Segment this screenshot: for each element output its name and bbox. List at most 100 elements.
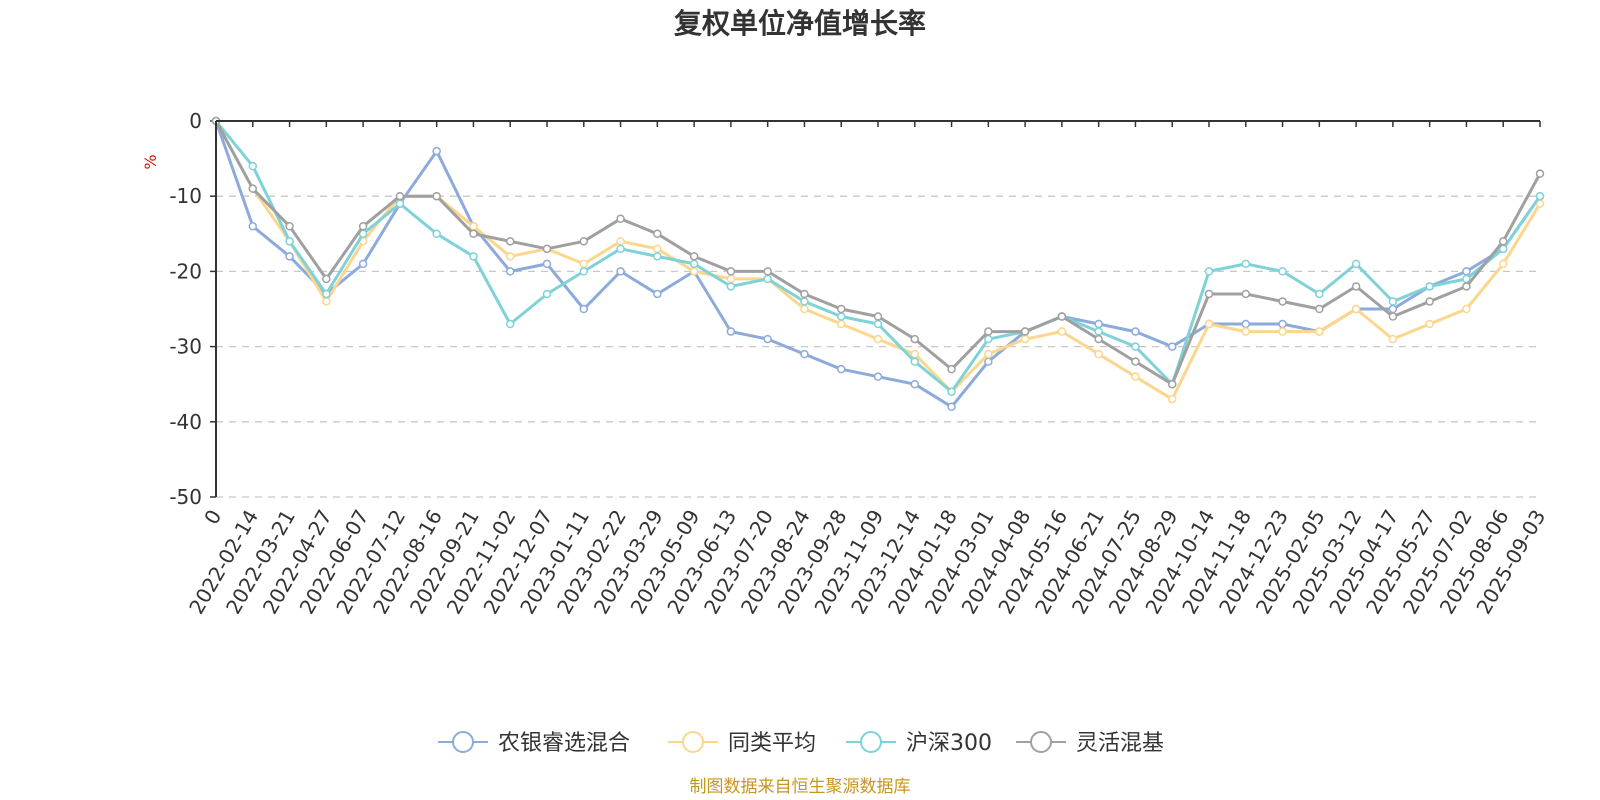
series-2-point xyxy=(1498,259,1508,269)
series-line-2 xyxy=(214,119,1542,401)
series-2-point xyxy=(1425,319,1434,329)
series-4-point xyxy=(947,364,956,374)
series-1-point xyxy=(616,267,625,276)
series-3-point xyxy=(1351,259,1361,269)
series-4-point xyxy=(763,267,772,276)
series-2-point xyxy=(1204,319,1214,329)
series-2-point xyxy=(653,244,662,254)
series-2-point xyxy=(505,252,515,261)
series-2-point xyxy=(1462,304,1471,314)
series-1-point xyxy=(1462,267,1471,276)
series-4-point xyxy=(984,327,993,336)
series-4-point xyxy=(322,274,331,284)
series-3-point xyxy=(836,312,846,321)
series-4-point xyxy=(873,312,883,321)
series-1-point xyxy=(653,289,662,299)
legend-label-2: 同类平均 xyxy=(728,731,816,756)
series-3-point xyxy=(1204,267,1214,276)
series-line-4 xyxy=(214,119,1542,386)
series-3-point xyxy=(432,229,441,239)
series-4-point xyxy=(1131,357,1140,366)
series-4-point xyxy=(1425,297,1434,306)
series-4-point xyxy=(395,191,405,201)
series-1-point xyxy=(836,364,846,374)
series-4-point xyxy=(1498,237,1508,246)
series-3-point xyxy=(800,297,809,306)
series-4-point xyxy=(1094,334,1103,344)
series-3-point xyxy=(984,334,993,344)
series-2-point xyxy=(1278,327,1287,336)
series-3-point xyxy=(653,252,662,261)
series-1-point xyxy=(1278,319,1287,329)
series-3-point xyxy=(1278,267,1287,276)
series-2-point xyxy=(726,274,736,284)
series-1-point xyxy=(1167,342,1177,351)
series-4-point xyxy=(432,191,441,201)
series-4-point xyxy=(1167,379,1177,389)
series-1-point xyxy=(285,252,294,261)
series-4-point xyxy=(285,222,294,231)
series-1-point xyxy=(984,357,993,366)
series-2-point xyxy=(1241,327,1251,336)
chart-title: 复权单位净值增长率 xyxy=(674,7,926,40)
series-2-point xyxy=(1131,372,1140,381)
series-2-point xyxy=(616,237,625,246)
series-4-point xyxy=(1535,169,1545,178)
legend-marker-3 xyxy=(860,731,882,753)
series-4-point xyxy=(542,244,552,254)
series-3-point xyxy=(689,259,699,269)
series-3-point xyxy=(1094,327,1103,336)
series-4-point xyxy=(505,237,515,246)
series-2-point xyxy=(1315,327,1324,336)
series-3-point xyxy=(285,237,294,246)
series-4-point xyxy=(616,214,625,224)
series-2-point xyxy=(984,349,993,359)
series-2-point xyxy=(469,222,478,231)
series-4-point xyxy=(1278,297,1287,306)
series-1-point xyxy=(800,349,809,359)
series-1-point xyxy=(763,334,772,344)
series-4-point xyxy=(836,304,846,314)
legend-label-1: 农银睿选混合 xyxy=(498,731,630,756)
series-1-point xyxy=(910,379,920,389)
series-line-1 xyxy=(214,119,1542,409)
series-4-point xyxy=(726,267,736,276)
series-1-point xyxy=(248,222,258,231)
series-3-point xyxy=(1131,342,1140,351)
series-3-point xyxy=(910,357,920,366)
series-2-point xyxy=(1057,327,1067,336)
series-3-point xyxy=(1425,282,1434,291)
series-line-3 xyxy=(214,119,1542,394)
series-3-point xyxy=(1315,289,1324,299)
series-2-point xyxy=(800,304,809,314)
legend-label-3: 沪深300 xyxy=(906,731,992,756)
series-3-point xyxy=(322,289,331,299)
axes xyxy=(215,120,1540,497)
series-2-point xyxy=(1351,304,1361,314)
series-4-point xyxy=(358,222,368,231)
y-axis-unit: % xyxy=(141,154,160,169)
y-tick-label: -10 xyxy=(169,184,202,208)
series-3-point xyxy=(1535,191,1545,201)
series-2-point xyxy=(873,334,883,344)
series-2-point xyxy=(1094,349,1103,359)
series-4-point xyxy=(1020,327,1030,336)
series-4-point xyxy=(1241,289,1251,299)
series-3-point xyxy=(763,274,772,284)
series-3-point xyxy=(726,282,736,291)
series-1-point xyxy=(358,259,368,269)
legend: 农银睿选混合 同类平均 沪深300 灵活混基 xyxy=(438,731,1164,756)
series-1-point xyxy=(542,259,552,269)
series-1-point xyxy=(1241,319,1251,329)
y-tick-label: -30 xyxy=(169,335,202,359)
series-3-point xyxy=(579,267,589,276)
series-4-point xyxy=(579,237,589,246)
series-4-point xyxy=(689,252,699,261)
series-2-point xyxy=(579,259,589,269)
series-4-point xyxy=(1388,312,1398,321)
series-4-point xyxy=(800,289,809,299)
y-tick-label: -50 xyxy=(169,485,202,509)
series-2-point xyxy=(322,297,331,306)
series-lines xyxy=(211,116,1545,412)
series-2-point xyxy=(1167,394,1177,404)
